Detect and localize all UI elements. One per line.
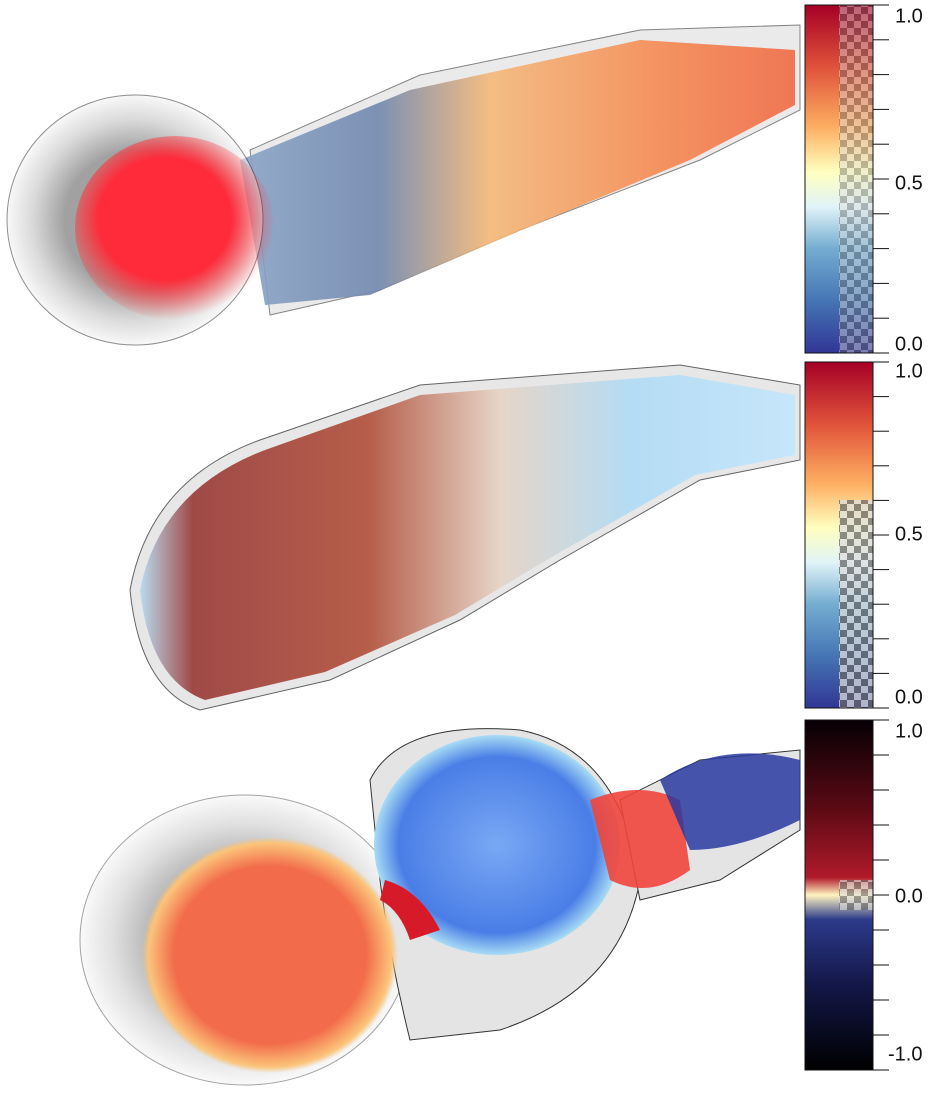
colorbar-ticks <box>873 4 889 1071</box>
plume <box>140 375 795 700</box>
colorbar-2: 1.0 0.5 0.0 <box>804 360 923 709</box>
plume <box>240 40 795 305</box>
colorbar-label: 0.0 <box>895 333 923 355</box>
colorbar-alpha-tint <box>839 5 873 353</box>
blue-star <box>374 735 620 955</box>
colorbar-alpha <box>839 880 873 910</box>
colorbar-3: 1.0 0.0 -1.0 <box>804 719 923 1071</box>
colorbar-label: 1.0 <box>895 5 923 27</box>
core <box>75 136 275 320</box>
panel-3 <box>79 728 801 1086</box>
panel-2 <box>129 364 801 711</box>
colorbar-label: 0.5 <box>895 523 923 545</box>
colorbar-alpha <box>839 500 873 708</box>
colorbar-label: 1.0 <box>895 720 923 742</box>
colorbar-fill <box>805 5 839 353</box>
panel-1 <box>6 24 801 346</box>
colorbar-label: 0.0 <box>895 686 923 708</box>
tail-blue <box>660 753 800 850</box>
orange-star <box>142 837 398 1073</box>
tail-red <box>590 790 690 888</box>
colorbar-1: 1.0 0.5 0.0 <box>804 4 923 355</box>
stream <box>380 880 440 940</box>
colorbar-label: 0.0 <box>895 885 923 907</box>
colorbar-fill <box>805 362 839 708</box>
colorbar-label: 0.5 <box>895 172 923 194</box>
colorbar-label: 1.0 <box>895 360 923 382</box>
colorbar-label: -1.0 <box>888 1043 922 1065</box>
